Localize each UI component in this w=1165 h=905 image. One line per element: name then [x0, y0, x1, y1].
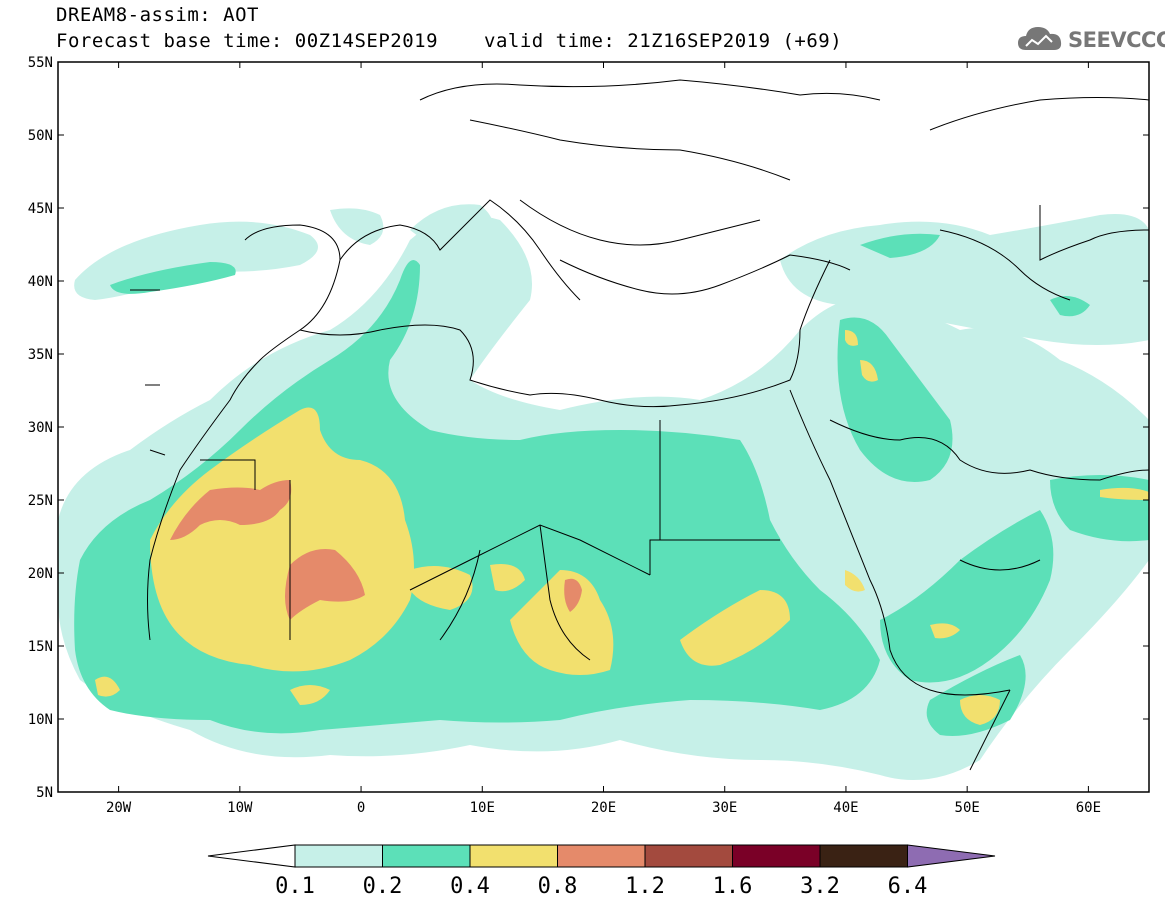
colorbar-cell-1.6	[732, 844, 821, 868]
lat-tick-label: 5N	[36, 785, 53, 801]
lon-tick-label: 10W	[227, 800, 253, 816]
title-main: DREAM8-assim: AOT	[56, 4, 259, 26]
lon-tick-label: 10E	[470, 800, 495, 816]
coastlines	[130, 79, 1149, 771]
colorbar-high-arrow	[907, 844, 996, 868]
aot-band-0.8	[170, 480, 582, 620]
aot-band-0.4	[95, 330, 1149, 725]
aot-field	[58, 204, 1149, 780]
forecast-base-time: Forecast base time: 00Z14SEP2019	[56, 30, 439, 52]
colorbar-cell-1.2	[644, 844, 733, 868]
lon-tick-label: 40E	[833, 800, 858, 816]
lon-tick-label: 30E	[712, 800, 737, 816]
lat-tick-label: 55N	[28, 55, 53, 71]
lon-tick-label: 0	[357, 800, 365, 816]
colorbar-labels: 0.1 0.2 0.4 0.8 1.2 1.6 3.2 6.4	[275, 874, 927, 899]
colorbar-label: 0.8	[538, 874, 578, 899]
seevccc-logo: SEEVCCC	[1016, 22, 1165, 58]
colorbar-label: 0.4	[450, 874, 490, 899]
lat-tick-label: 20N	[28, 566, 53, 582]
lon-tick-label: 50E	[955, 800, 980, 816]
lat-tick-label: 40N	[28, 274, 53, 290]
logo-text: SEEVCCC	[1068, 28, 1165, 52]
colorbar-low-arrow	[207, 844, 296, 868]
colorbar-cell-0.8	[557, 844, 646, 868]
colorbar-label: 1.2	[625, 874, 665, 899]
colorbar-label: 6.4	[888, 874, 928, 899]
lon-tick-label: 20E	[591, 800, 616, 816]
lat-tick-label: 25N	[28, 493, 53, 509]
latitude-axis: 55N 50N 45N 40N 35N 30N 25N 20N 15N 10N 5N	[28, 55, 1149, 801]
colorbar-cell-0.2	[382, 844, 471, 868]
colorbar-label: 0.1	[275, 874, 315, 899]
lat-tick-label: 50N	[28, 128, 53, 144]
colorbar-cell-0.4	[469, 844, 558, 868]
lat-tick-label: 45N	[28, 201, 53, 217]
colorbar-cell-0.1	[294, 844, 383, 868]
longitude-axis: 20W 10W 0 10E 20E 30E 40E 50E 60E	[106, 62, 1101, 816]
colorbar-cell-3.2	[819, 844, 908, 868]
valid-time: valid time: 21Z16SEP2019 (+69)	[484, 30, 843, 52]
lat-tick-label: 35N	[28, 347, 53, 363]
lat-tick-label: 30N	[28, 420, 53, 436]
cloud-icon	[1018, 27, 1062, 50]
colorbar-label: 1.6	[713, 874, 753, 899]
colorbar-label: 0.2	[363, 874, 403, 899]
lon-tick-label: 20W	[106, 800, 132, 816]
colorbar-label: 3.2	[800, 874, 840, 899]
lat-tick-label: 15N	[28, 639, 53, 655]
colorbar: 0.1 0.2 0.4 0.8 1.2 1.6 3.2 6.4	[207, 844, 996, 899]
lon-tick-label: 60E	[1076, 800, 1101, 816]
lat-tick-label: 10N	[28, 712, 53, 728]
